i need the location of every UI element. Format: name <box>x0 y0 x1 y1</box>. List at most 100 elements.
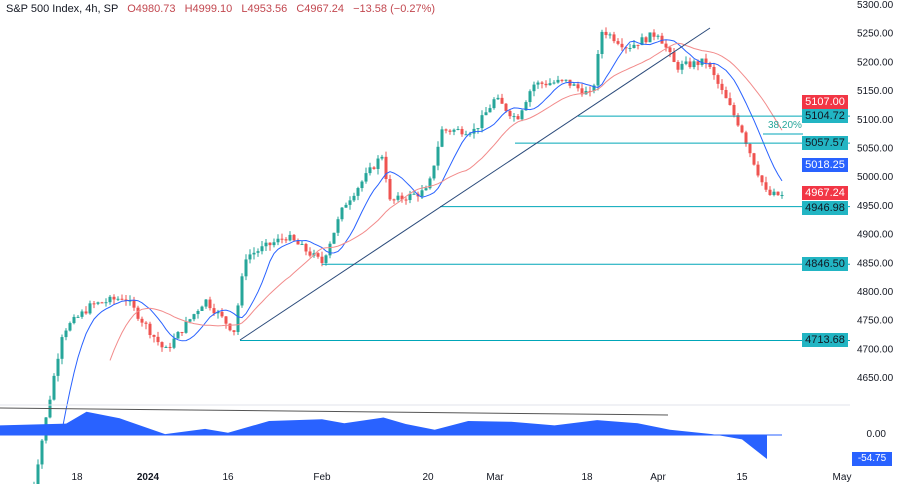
candle-body <box>152 334 156 337</box>
time-tick-label: 15 <box>736 472 748 483</box>
candle-body <box>252 252 256 255</box>
candle-body <box>604 31 608 36</box>
candle-body <box>68 323 72 331</box>
candle-body <box>400 195 404 200</box>
candle-body <box>344 204 348 208</box>
candle-body <box>684 61 688 64</box>
candle-body <box>628 47 632 49</box>
candle-body <box>340 207 344 220</box>
candle-body <box>300 243 304 245</box>
candle-body <box>492 99 496 109</box>
candle-body <box>268 242 272 246</box>
candle-body <box>292 234 296 241</box>
candle-body <box>160 342 164 348</box>
open-value: O4980.73 <box>127 3 176 15</box>
candle-body <box>624 47 628 49</box>
candle-body <box>760 175 764 183</box>
candle-body <box>192 314 196 320</box>
candle-body <box>620 43 624 48</box>
candle-body <box>56 358 60 376</box>
candle-body <box>676 61 680 70</box>
candle-body <box>572 84 576 86</box>
candle-body <box>116 298 120 300</box>
fast-moving-average <box>61 39 783 431</box>
candle-body <box>552 82 556 84</box>
candle-body <box>640 37 644 46</box>
candle-body <box>596 53 600 86</box>
candle-body <box>180 332 184 334</box>
candle-body <box>172 338 176 348</box>
candle-body <box>216 311 220 314</box>
candle-body <box>148 323 152 335</box>
candle-body <box>524 102 528 111</box>
candle-body <box>480 115 484 129</box>
candle-body <box>100 302 104 304</box>
candle-body <box>720 83 724 91</box>
price-tick-label: 4850.00 <box>857 258 894 269</box>
price-tick-label: 5150.00 <box>857 86 894 97</box>
candle-body <box>220 311 224 317</box>
candle-body <box>520 110 524 120</box>
candle-body <box>184 321 188 333</box>
candle-body <box>132 300 136 308</box>
candle-body <box>528 91 532 103</box>
candle-body <box>464 134 468 136</box>
candle-body <box>104 302 108 304</box>
level-tag-5104: 5104.72 <box>802 109 848 123</box>
candle-body <box>700 58 704 65</box>
candle-body <box>724 90 728 99</box>
low-value: L4953.56 <box>241 3 288 15</box>
candle-body <box>736 115 740 126</box>
candle-body <box>508 110 512 117</box>
candle-body <box>212 308 216 314</box>
candle-body <box>424 188 428 191</box>
candle-body <box>600 31 604 54</box>
candle-body <box>392 199 396 201</box>
close-value: C4967.24 <box>296 3 345 15</box>
candle-body <box>288 234 292 241</box>
candle-body <box>308 251 312 256</box>
candle-body <box>84 311 88 314</box>
price-tick-label: 4750.00 <box>857 316 894 327</box>
candle-body <box>64 330 68 338</box>
high-value: H4999.10 <box>184 3 233 15</box>
candle-body <box>128 300 132 302</box>
time-tick-label: 20 <box>422 472 434 483</box>
candle-body <box>716 75 720 84</box>
price-tick-label: 4950.00 <box>857 201 894 212</box>
candle-body <box>612 34 616 42</box>
level-tag-4946: 4946.98 <box>802 201 848 215</box>
candle-body <box>380 156 384 159</box>
candle-body <box>564 79 568 81</box>
price-tick-label: 5300.00 <box>857 0 894 11</box>
candle-body <box>60 337 64 359</box>
candle-body <box>668 47 672 53</box>
candle-body <box>452 129 456 132</box>
candle-body <box>732 105 736 116</box>
candle-body <box>364 173 368 182</box>
candle-body <box>260 246 264 252</box>
time-tick-label: 2024 <box>137 472 160 483</box>
candle-body <box>284 239 288 241</box>
candle-body <box>204 299 208 307</box>
candle-body <box>460 128 464 135</box>
candle-body <box>708 62 712 67</box>
level-tag-4846: 4846.50 <box>802 257 848 271</box>
candle-body <box>76 316 80 318</box>
candle-body <box>224 316 228 324</box>
candle-body <box>276 238 280 243</box>
candle-body <box>664 43 668 48</box>
candle-body <box>536 82 540 85</box>
candle-body <box>40 440 44 465</box>
candle-body <box>764 182 768 190</box>
candle-body <box>272 242 276 246</box>
candle-body <box>356 188 360 196</box>
candle-body <box>448 130 452 132</box>
price-tick-label: 4700.00 <box>857 344 894 355</box>
candle-body <box>616 41 620 44</box>
fast-ma-tag: 5018.25 <box>802 158 848 172</box>
candle-body <box>456 128 460 130</box>
oscillator-area <box>0 411 767 459</box>
